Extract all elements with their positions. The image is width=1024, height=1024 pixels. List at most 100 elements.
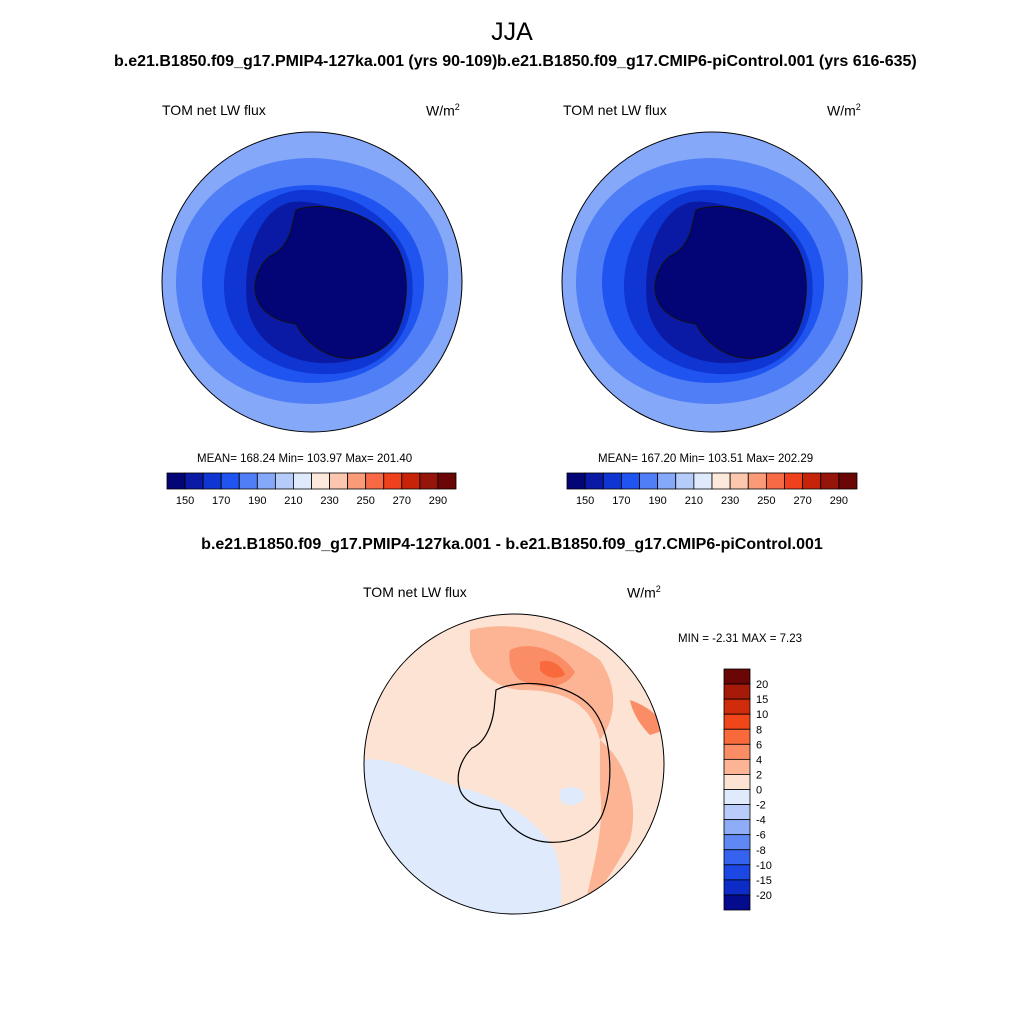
colorbar-swatch <box>602 472 622 490</box>
colorbar-tick-label: 2 <box>756 769 762 781</box>
colorbar-swatch <box>723 834 751 851</box>
difference-panel-variable: TOM net LW flux <box>363 584 467 600</box>
colorbar-tick-label: 170 <box>612 495 630 507</box>
colorbar-tick-label: 210 <box>685 495 703 507</box>
colorbar-tick-label: 170 <box>212 495 230 507</box>
colorbar-swatch <box>838 472 858 490</box>
colorbar-swatch <box>723 713 751 730</box>
colorbar-tick-label: 290 <box>429 495 447 507</box>
left-panel-case-title: b.e21.B1850.f09_g17.PMIP4-127ka.001 (yrs… <box>114 53 498 70</box>
colorbar-swatch <box>347 472 367 490</box>
colorbar-swatch <box>723 743 751 760</box>
colorbar-tick-label: -2 <box>756 800 766 812</box>
difference-panel-stats: MIN = -2.31 MAX = 7.23 <box>678 633 803 645</box>
difference-polar-map <box>364 614 664 914</box>
colorbar-tick-label: 8 <box>756 724 762 736</box>
colorbar-swatch <box>620 472 640 490</box>
colorbar-swatch <box>723 668 751 685</box>
colorbar-tick-label: -8 <box>756 845 766 857</box>
colorbar-tick-label: 230 <box>320 495 338 507</box>
colorbar-swatch <box>365 472 385 490</box>
left-panel-variable: TOM net LW flux <box>162 102 266 118</box>
difference-panel-title: b.e21.B1850.f09_g17.PMIP4-127ka.001 - b.… <box>201 536 823 553</box>
difference-panel-units: W/m2 <box>627 584 661 601</box>
antarctica-difference <box>457 682 611 843</box>
colorbar-swatch <box>184 472 204 490</box>
colorbar-swatch <box>311 472 330 490</box>
left-colorbar: 150 170 190 210 230 250 270 290 <box>166 472 457 507</box>
colorbar-swatch <box>747 472 767 490</box>
antarctica-left <box>254 206 407 359</box>
colorbar-tick-label: -15 <box>756 875 772 887</box>
colorbar-swatch <box>723 683 751 700</box>
right-colorbar: 150 170 190 210 230 250 270 290 <box>566 472 858 507</box>
colorbar-swatch <box>723 849 751 866</box>
right-panel-units: W/m2 <box>827 102 861 119</box>
colorbar-swatch <box>723 819 751 836</box>
colorbar-swatch <box>723 698 751 715</box>
left-polar-map <box>162 132 462 432</box>
colorbar-swatch <box>419 472 439 490</box>
colorbar-tick-label: 20 <box>756 679 768 691</box>
colorbar-swatch <box>274 472 294 490</box>
colorbar-tick-label: 10 <box>756 709 768 721</box>
colorbar-tick-label: 210 <box>284 495 302 507</box>
colorbar-tick-label: 15 <box>756 694 768 706</box>
colorbar-tick-label: 270 <box>393 495 411 507</box>
colorbar-tick-label: 150 <box>176 495 194 507</box>
colorbar-swatch <box>401 472 421 490</box>
colorbar-swatch <box>566 472 586 490</box>
colorbar-swatch <box>220 472 240 490</box>
colorbar-tick-label: 250 <box>357 495 375 507</box>
colorbar-swatch <box>723 774 751 790</box>
colorbar-swatch <box>723 879 751 896</box>
colorbar-tick-label: 0 <box>756 785 762 797</box>
colorbar-tick-label: 6 <box>756 739 762 751</box>
colorbar-swatch <box>723 804 751 821</box>
antarctica-right <box>654 206 807 359</box>
colorbar-tick-label: 190 <box>248 495 266 507</box>
colorbar-tick-label: 250 <box>757 495 775 507</box>
colorbar-tick-label: -6 <box>756 830 766 842</box>
colorbar-tick-label: 290 <box>830 495 848 507</box>
colorbar-swatch <box>765 472 785 490</box>
colorbar-swatch <box>693 472 713 490</box>
colorbar-swatch <box>723 864 751 881</box>
colorbar-tick-label: 150 <box>576 495 594 507</box>
colorbar-tick-label: 190 <box>648 495 666 507</box>
colorbar-swatch <box>723 894 751 911</box>
colorbar-swatch <box>723 728 751 745</box>
colorbar-swatch <box>675 472 695 490</box>
colorbar-tick-label: 270 <box>793 495 811 507</box>
colorbar-swatch <box>711 472 731 490</box>
colorbar-swatch <box>639 472 659 490</box>
colorbar-tick-label: -20 <box>756 890 772 902</box>
colorbar-swatch <box>657 472 677 490</box>
colorbar-tick-label: 4 <box>756 754 762 766</box>
colorbar-swatch <box>729 472 749 490</box>
figure-title: JJA <box>491 18 533 46</box>
colorbar-tick-label: -10 <box>756 860 772 872</box>
colorbar-swatch <box>802 472 822 490</box>
colorbar-swatch <box>256 472 276 490</box>
left-panel-units: W/m2 <box>426 102 460 119</box>
colorbar-swatch <box>723 758 751 775</box>
colorbar-tick-label: -4 <box>756 815 766 827</box>
colorbar-swatch <box>437 472 457 490</box>
colorbar-swatch <box>166 472 186 490</box>
right-panel-stats: MEAN= 167.20 Min= 103.51 Max= 202.29 <box>598 453 814 465</box>
left-panel-stats: MEAN= 168.24 Min= 103.97 Max= 201.40 <box>197 453 413 465</box>
colorbar-swatch <box>820 472 840 490</box>
right-polar-map <box>562 132 862 432</box>
colorbar-swatch <box>584 472 604 490</box>
colorbar-swatch <box>202 472 222 490</box>
colorbar-swatch <box>238 472 258 490</box>
right-panel-case-title: b.e21.B1850.f09_g17.CMIP6-piControl.001 … <box>497 53 917 70</box>
colorbar-swatch <box>293 472 312 490</box>
colorbar-swatch <box>329 472 349 490</box>
right-panel-variable: TOM net LW flux <box>563 102 667 118</box>
colorbar-swatch <box>784 472 804 490</box>
colorbar-swatch <box>723 789 751 805</box>
